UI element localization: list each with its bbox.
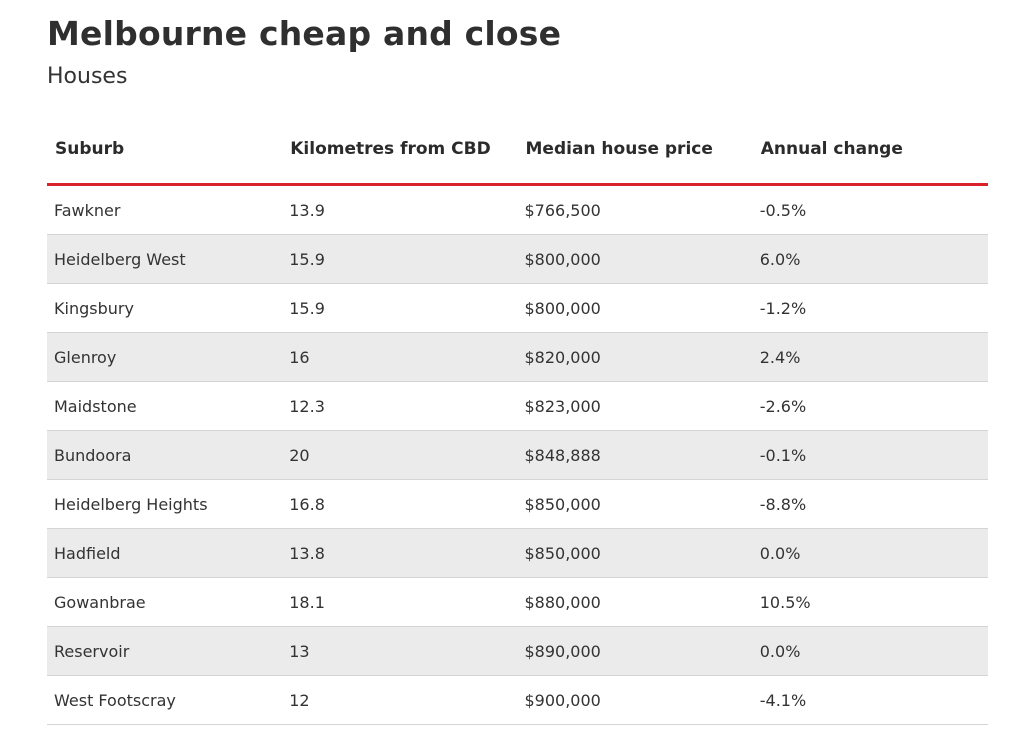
column-header: Annual change bbox=[752, 115, 988, 186]
table-cell: Heidelberg Heights bbox=[47, 479, 283, 529]
table-cell: 13.9 bbox=[282, 184, 518, 235]
table-row: Reservoir 13 $890,000 0.0% bbox=[47, 626, 988, 676]
table-cell: Maidstone bbox=[47, 381, 283, 431]
table-cell: Heidelberg West bbox=[47, 234, 283, 284]
table-cell: 15.9 bbox=[282, 283, 518, 333]
table-cell: $823,000 bbox=[517, 381, 753, 431]
table-cell: -0.1% bbox=[752, 430, 988, 480]
table-row: Bundoora 20 $848,888 -0.1% bbox=[47, 430, 988, 480]
table-row: Fawkner 13.9 $766,500 -0.5% bbox=[47, 184, 988, 235]
table-cell: Gowanbrae bbox=[47, 577, 283, 627]
table-cell: $850,000 bbox=[517, 479, 753, 529]
title: Melbourne cheap and close bbox=[47, 14, 562, 53]
table-cell: $900,000 bbox=[517, 675, 753, 725]
table-cell: -8.8% bbox=[752, 479, 988, 529]
table-row: Kingsbury 15.9 $800,000 -1.2% bbox=[47, 283, 988, 333]
table-cell: 18.1 bbox=[282, 577, 518, 627]
table-cell: 16 bbox=[282, 332, 518, 382]
table-cell: Fawkner bbox=[47, 184, 283, 235]
header-row: Suburb Kilometres from CBD Median house pr… bbox=[47, 115, 988, 186]
table-cell: West Footscray bbox=[47, 675, 283, 725]
table-row: Maidstone 12.3 $823,000 -2.6% bbox=[47, 381, 988, 431]
table-cell: $890,000 bbox=[517, 626, 753, 676]
table-cell: $800,000 bbox=[517, 283, 753, 333]
table-cell: -4.1% bbox=[752, 675, 988, 725]
table-cell: $766,500 bbox=[517, 184, 753, 235]
table-cell: 6.0% bbox=[752, 234, 988, 284]
table-cell: 2.4% bbox=[752, 332, 988, 382]
table-cell: $800,000 bbox=[517, 234, 753, 284]
column-header: Kilometres from CBD bbox=[282, 115, 518, 186]
table: Suburb Kilometres from CBD Median house pr… bbox=[47, 115, 988, 725]
table-cell: -1.2% bbox=[752, 283, 988, 333]
table-cell: Bundoora bbox=[47, 430, 283, 480]
table-cell: $850,000 bbox=[517, 528, 753, 578]
table-cell: 16.8 bbox=[282, 479, 518, 529]
table-row: Gowanbrae 18.1 $880,000 10.5% bbox=[47, 577, 988, 627]
table-cell: -0.5% bbox=[752, 184, 988, 235]
table-cell: 12.3 bbox=[282, 381, 518, 431]
table-head: Suburb Kilometres from CBD Median house pr… bbox=[47, 115, 988, 186]
table-cell: Glenroy bbox=[47, 332, 283, 382]
table-cell: $880,000 bbox=[517, 577, 753, 627]
table-cell: Hadfield bbox=[47, 528, 283, 578]
table-cell: 0.0% bbox=[752, 626, 988, 676]
column-header: Median house price bbox=[517, 115, 753, 186]
table-row: West Footscray 12 $900,000 -4.1% bbox=[47, 675, 988, 725]
table-cell: 15.9 bbox=[282, 234, 518, 284]
table-cell: Reservoir bbox=[47, 626, 283, 676]
table-row: Heidelberg Heights 16.8 $850,000 -8.8% bbox=[47, 479, 988, 529]
table-cell: 12 bbox=[282, 675, 518, 725]
table-cell: 0.0% bbox=[752, 528, 988, 578]
subtitle: Houses bbox=[47, 64, 128, 89]
table-cell: $820,000 bbox=[517, 332, 753, 382]
table-row: Heidelberg West 15.9 $800,000 6.0% bbox=[47, 234, 988, 284]
column-header: Suburb bbox=[47, 115, 283, 186]
table-cell: -2.6% bbox=[752, 381, 988, 431]
table-cell: 20 bbox=[282, 430, 518, 480]
table-cell: 13.8 bbox=[282, 528, 518, 578]
table-cell: Kingsbury bbox=[47, 283, 283, 333]
table-cell: 10.5% bbox=[752, 577, 988, 627]
table-cell: 13 bbox=[282, 626, 518, 676]
table-row: Glenroy 16 $820,000 2.4% bbox=[47, 332, 988, 382]
table-body: Fawkner 13.9 $766,500 -0.5% Heidelberg West 1… bbox=[47, 184, 988, 725]
table-row: Hadfield 13.8 $850,000 0.0% bbox=[47, 528, 988, 578]
table-cell: $848,888 bbox=[517, 430, 753, 480]
